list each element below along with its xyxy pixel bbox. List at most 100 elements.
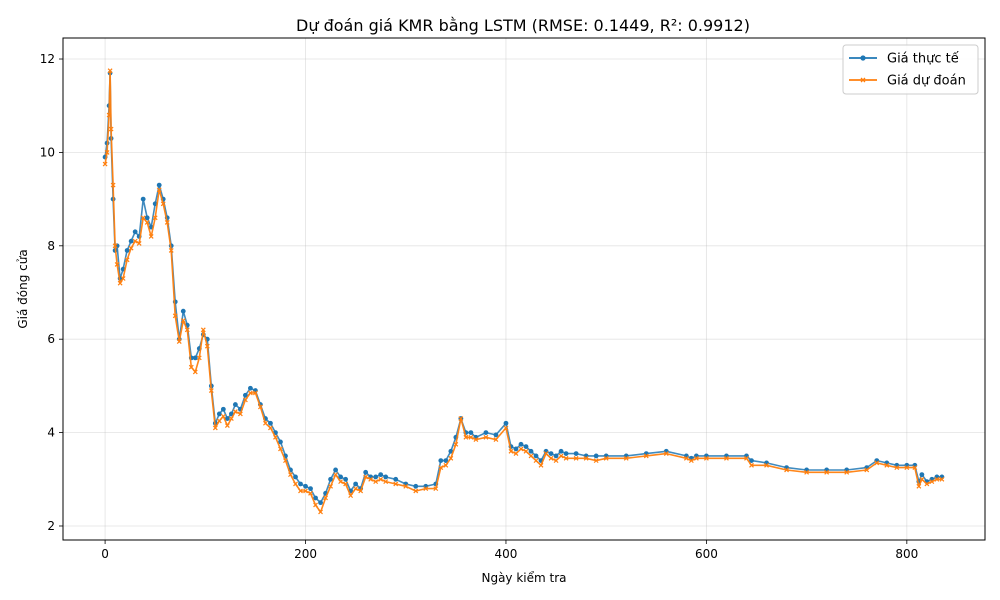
data-point — [140, 215, 146, 221]
x-tick-label: 800 — [895, 547, 918, 561]
data-point — [106, 112, 112, 118]
data-point — [693, 455, 699, 461]
data-point — [232, 402, 238, 407]
data-point — [916, 483, 922, 489]
data-point — [724, 455, 729, 461]
data-point — [303, 488, 308, 494]
data-point — [308, 490, 313, 496]
y-tick-label: 2 — [47, 519, 55, 533]
data-point — [523, 444, 529, 450]
y-tick-label: 6 — [47, 332, 55, 346]
data-point — [749, 458, 754, 464]
x-tick-label: 0 — [101, 547, 109, 561]
data-point — [518, 446, 524, 452]
data-point — [508, 448, 514, 454]
data-point — [473, 437, 479, 443]
data-point — [528, 453, 534, 459]
data-point — [104, 149, 110, 155]
data-point — [413, 488, 419, 494]
data-point — [180, 318, 186, 323]
y-tick-label: 12 — [40, 52, 55, 66]
data-point — [188, 364, 194, 370]
data-point — [102, 161, 108, 167]
data-point — [824, 469, 830, 475]
data-point — [448, 448, 454, 454]
data-point — [278, 439, 283, 445]
data-point — [263, 420, 268, 426]
data-point — [303, 483, 308, 489]
data-point — [393, 476, 399, 482]
data-point — [523, 448, 529, 454]
data-point — [258, 404, 263, 410]
data-point — [533, 458, 539, 464]
data-point — [563, 451, 569, 457]
legend: Giá thực tế Giá dự đoán — [842, 44, 979, 95]
x-tick-label: 200 — [294, 547, 317, 561]
data-point — [573, 451, 579, 457]
data-point — [358, 488, 364, 494]
data-point — [463, 434, 469, 440]
data-point — [196, 355, 202, 361]
data-point — [132, 238, 138, 244]
data-point — [128, 238, 134, 244]
data-point — [703, 455, 709, 461]
data-point — [216, 411, 222, 417]
data-point — [107, 68, 113, 74]
data-point — [192, 369, 198, 375]
data-point — [423, 486, 429, 492]
legend-entry: Giá thực tế — [849, 52, 959, 67]
data-point — [548, 455, 554, 461]
data-point — [643, 453, 649, 459]
data-point — [593, 453, 599, 459]
data-point — [433, 486, 439, 492]
data-point — [112, 243, 118, 249]
data-point — [383, 479, 389, 485]
y-tick-label: 4 — [47, 426, 55, 440]
data-point — [784, 467, 789, 473]
data-point — [110, 182, 116, 188]
data-point — [208, 388, 214, 393]
data-point — [252, 390, 258, 396]
data-point — [528, 448, 534, 454]
plot-frame — [62, 37, 986, 541]
data-point — [140, 196, 146, 202]
data-point — [156, 187, 162, 193]
data-point — [148, 234, 154, 239]
data-point — [939, 476, 945, 482]
data-point — [152, 215, 158, 221]
data-point — [120, 276, 126, 281]
data-point — [483, 430, 489, 435]
data-point — [884, 462, 890, 468]
data-point — [919, 476, 925, 482]
data-point — [513, 451, 519, 457]
data-point — [114, 262, 120, 267]
data-point — [224, 423, 230, 429]
data-point — [328, 476, 333, 482]
data-point — [458, 416, 464, 422]
legend-marker — [860, 77, 866, 83]
data-point — [934, 476, 940, 482]
data-point — [583, 455, 589, 461]
data-point — [204, 343, 210, 349]
data-point — [318, 509, 323, 515]
y-axis-label: Giá đóng cửa — [16, 249, 30, 328]
data-point — [904, 465, 910, 471]
data-point — [378, 476, 384, 482]
data-point — [172, 313, 178, 319]
chart-title: Dự đoán giá KMR bằng LSTM (RMSE: 0.1449,… — [296, 16, 750, 35]
data-point — [200, 327, 206, 333]
data-point — [328, 483, 334, 489]
data-point — [844, 469, 850, 475]
data-point — [273, 434, 278, 440]
data-point — [688, 458, 694, 464]
data-point — [749, 462, 754, 468]
data-point — [184, 327, 190, 333]
data-point — [242, 397, 248, 403]
data-point — [912, 465, 918, 471]
data-point — [136, 241, 142, 246]
data-point — [353, 486, 359, 492]
data-point — [558, 448, 564, 454]
data-point — [363, 469, 369, 475]
data-point — [438, 458, 444, 464]
x-tick-label: 400 — [495, 547, 518, 561]
